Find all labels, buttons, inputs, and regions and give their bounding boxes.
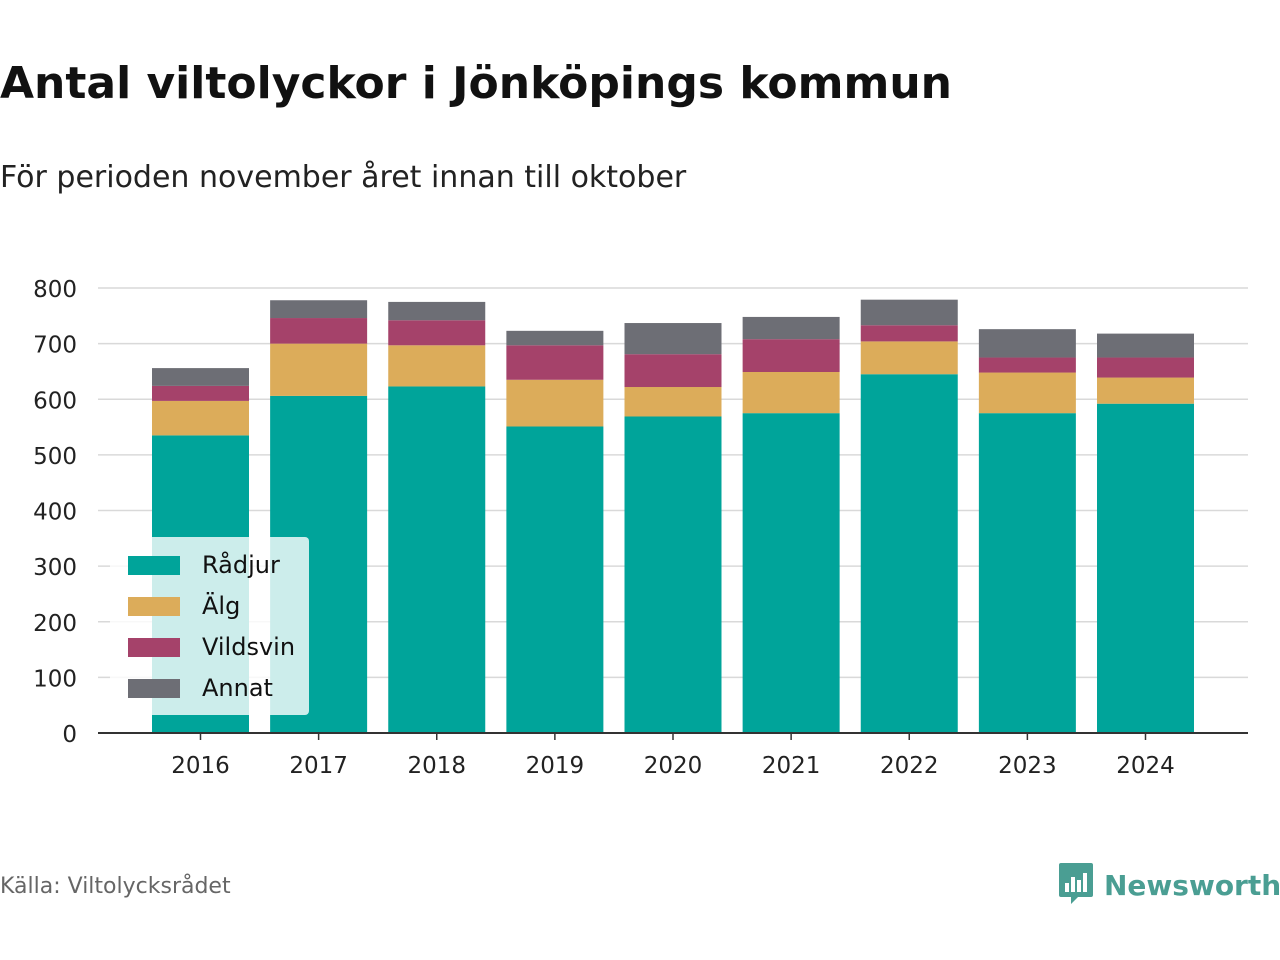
bar-segment-2020-2 [624, 354, 722, 388]
bar-segment-2020-0 [624, 416, 722, 733]
bar-segment-2023-1 [978, 372, 1076, 414]
x-tick-label: 2019 [526, 753, 585, 779]
legend-item-alg: Älg [128, 591, 240, 621]
legend-label-annat: Annat [202, 674, 273, 702]
bar-segment-2019-1 [506, 379, 604, 427]
x-tick-label: 2024 [1116, 753, 1175, 779]
bar-segment-2022-1 [860, 341, 958, 375]
newsworthy-logo-icon [1058, 861, 1094, 909]
y-axis-ticks: 0 100 200 300 400 500 600 700 800 [33, 277, 77, 748]
y-tick-label: 800 [33, 277, 77, 303]
bar-segment-2022-3 [860, 299, 958, 326]
bar-segment-2020-1 [624, 387, 722, 417]
bar-segment-2023-2 [978, 357, 1076, 373]
bar-segment-2018-1 [388, 345, 486, 387]
bar-segment-2016-2 [152, 385, 249, 401]
bar-segment-2021-2 [742, 339, 840, 372]
y-tick-label: 700 [33, 333, 77, 359]
y-tick-label: 400 [33, 500, 77, 526]
brand-name: Newsworthy [1104, 868, 1280, 902]
bar-segment-2019-3 [506, 330, 604, 346]
legend-swatch-alg [128, 596, 180, 616]
y-tick-label: 600 [33, 388, 77, 414]
legend-label-vildsvin: Vildsvin [202, 633, 296, 661]
y-tick-label: 100 [33, 666, 77, 692]
chart-legend: Rådjur Älg Vildsvin Annat [110, 537, 309, 715]
legend-item-vildsvin: Vildsvin [128, 632, 295, 662]
brand-logo: Newsworthy [1058, 862, 1280, 908]
chart-title: Antal viltolyckor i Jönköpings kommun [0, 58, 952, 109]
y-tick-label: 500 [33, 444, 77, 470]
bar-segment-2020-3 [624, 323, 722, 355]
x-tick-label: 2023 [998, 753, 1057, 779]
legend-swatch-annat [128, 678, 180, 698]
x-tick-label: 2016 [171, 753, 230, 779]
bar-segment-2024-3 [1097, 333, 1194, 358]
legend-label-radjur: Rådjur [202, 551, 280, 579]
bar-segment-2019-2 [506, 345, 604, 380]
legend-swatch-vildsvin [128, 637, 180, 657]
bar-segment-2018-3 [388, 301, 486, 321]
x-tick-label: 2022 [880, 753, 939, 779]
bar-segment-2017-2 [270, 318, 368, 344]
bar-segment-2017-1 [270, 343, 368, 396]
bar-segment-2018-0 [388, 386, 486, 733]
x-tick-label: 2021 [762, 753, 821, 779]
y-tick-label: 200 [33, 611, 77, 637]
bar-segment-2024-2 [1097, 357, 1194, 378]
x-tick-label: 2018 [407, 753, 466, 779]
bar-segment-2016-3 [152, 368, 249, 386]
y-tick-label: 300 [33, 555, 77, 581]
bar-segment-2023-3 [978, 329, 1076, 358]
legend-item-annat: Annat [128, 673, 273, 703]
bar-segment-2016-1 [152, 400, 249, 436]
bar-segment-2021-3 [742, 316, 840, 340]
bar-segment-2022-2 [860, 325, 958, 342]
bar-segment-2021-0 [742, 413, 840, 733]
bar-segment-2019-0 [506, 426, 604, 733]
legend-item-radjur: Rådjur [128, 550, 280, 580]
y-tick-label: 0 [62, 722, 77, 748]
bar-segment-2022-0 [860, 374, 958, 733]
source-note: Källa: Viltolycksrådet [0, 874, 231, 899]
bar-segment-2024-0 [1097, 403, 1194, 733]
bar-segment-2018-2 [388, 320, 486, 346]
x-axis-ticks: 2016 2017 2018 2019 2020 2021 2022 2023 2024 [171, 733, 1175, 779]
bars [152, 299, 1194, 733]
bar-segment-2017-3 [270, 300, 368, 319]
chart-subtitle: För perioden november året innan till ok… [0, 160, 687, 195]
legend-label-alg: Älg [202, 592, 241, 620]
bar-segment-2024-1 [1097, 377, 1194, 404]
x-tick-label: 2017 [289, 753, 348, 779]
bar-segment-2021-1 [742, 371, 840, 414]
x-tick-label: 2020 [644, 753, 703, 779]
bar-segment-2023-0 [978, 413, 1076, 733]
legend-swatch-radjur [128, 555, 180, 575]
